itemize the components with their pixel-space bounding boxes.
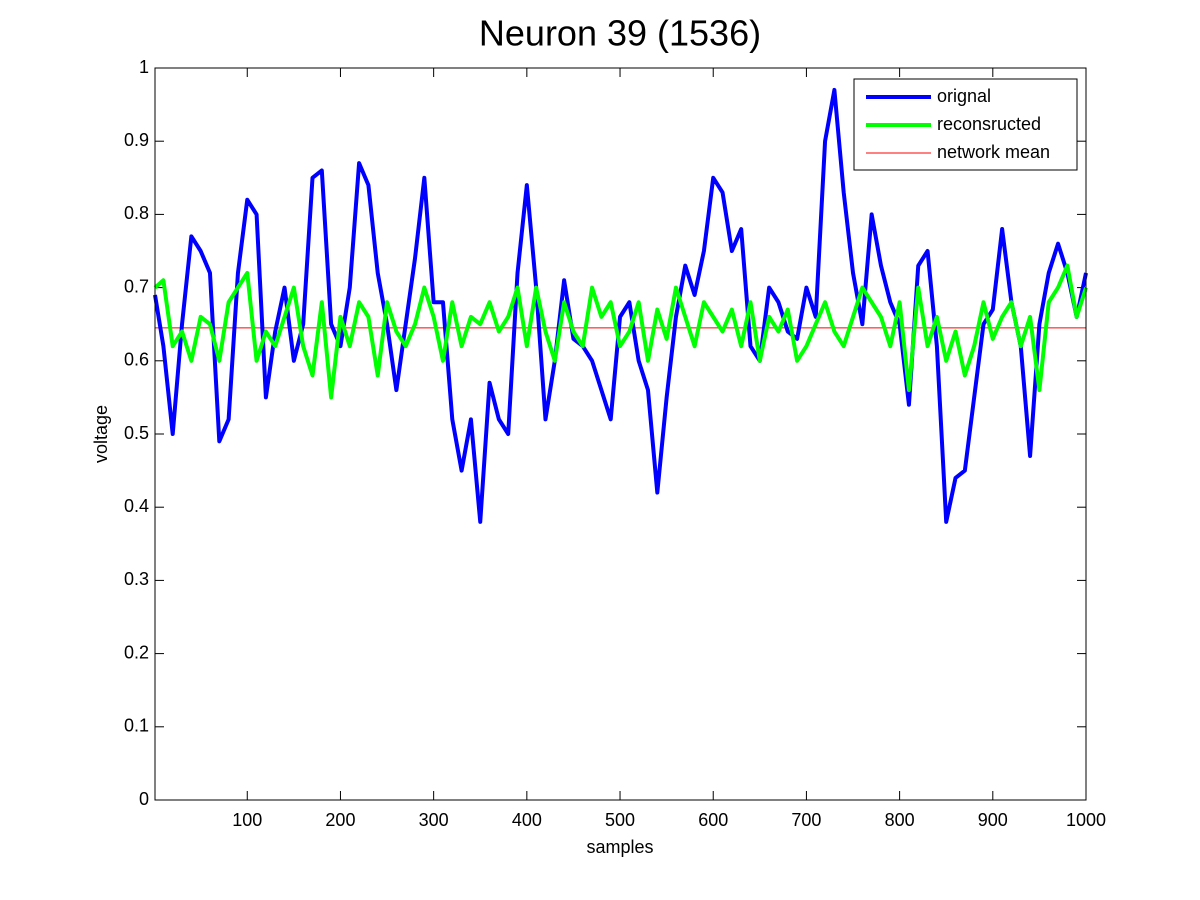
x-tick-label: 500: [605, 810, 635, 830]
y-tick-label: 0.6: [124, 350, 149, 370]
y-tick-label: 0.4: [124, 496, 149, 516]
y-tick-label: 0.7: [124, 276, 149, 296]
x-tick-label: 100: [232, 810, 262, 830]
x-tick-label: 600: [698, 810, 728, 830]
legend-label: network mean: [937, 142, 1050, 162]
plot-area: [155, 68, 1086, 800]
x-axis-label: samples: [586, 837, 653, 857]
y-axis-label: voltage: [91, 405, 111, 463]
y-tick-label: 1: [139, 57, 149, 77]
axes-box: [154, 67, 1087, 801]
legend: orignal reconsructed network mean: [853, 78, 1078, 171]
legend-label: reconsructed: [937, 114, 1041, 134]
x-tick-label: 700: [791, 810, 821, 830]
x-tick-label: 200: [325, 810, 355, 830]
y-tick-label: 0.5: [124, 423, 149, 443]
y-tick-label: 0: [139, 789, 149, 809]
x-tick-label: 1000: [1066, 810, 1106, 830]
y-tick-label: 0.9: [124, 130, 149, 150]
x-tick-label: 900: [978, 810, 1008, 830]
y-tick-label: 0.1: [124, 716, 149, 736]
y-tick-label: 0.3: [124, 569, 149, 589]
x-tick-label: 300: [419, 810, 449, 830]
legend-label: orignal: [937, 86, 991, 106]
series-line: [153, 87, 1088, 524]
x-tick-label: 400: [512, 810, 542, 830]
y-tick-label: 0.8: [124, 203, 149, 223]
series-line: [153, 263, 1088, 400]
chart-title: Neuron 39 (1536): [479, 13, 761, 54]
x-tick-label: 800: [885, 810, 915, 830]
y-tick-label: 0.2: [124, 642, 149, 662]
